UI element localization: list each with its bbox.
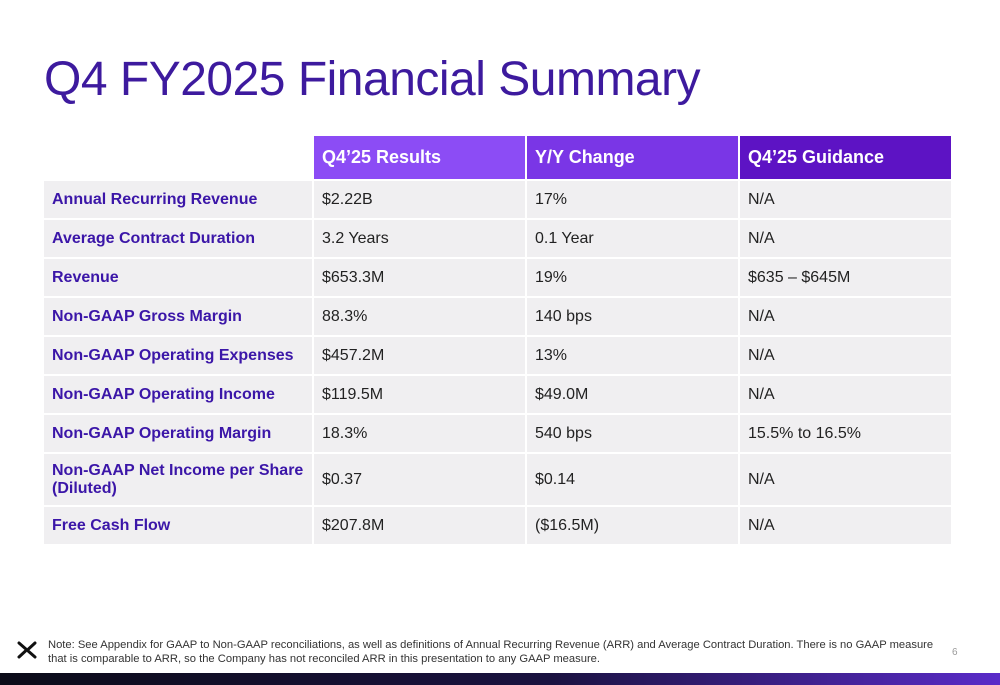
yoy-cell: ($16.5M) — [527, 507, 738, 544]
results-cell: 88.3% — [314, 298, 525, 335]
results-cell: $457.2M — [314, 337, 525, 374]
guidance-cell: 15.5% to 16.5% — [740, 415, 951, 452]
guidance-cell: N/A — [740, 298, 951, 335]
table-row: Free Cash Flow $207.8M ($16.5M) N/A — [44, 507, 951, 544]
yoy-cell: 13% — [527, 337, 738, 374]
table-row: Non-GAAP Operating Margin 18.3% 540 bps … — [44, 415, 951, 452]
yoy-cell: 17% — [527, 181, 738, 218]
table-row: Non-GAAP Gross Margin 88.3% 140 bps N/A — [44, 298, 951, 335]
table-row: Non-GAAP Net Income per Share (Diluted) … — [44, 454, 951, 505]
results-cell: $653.3M — [314, 259, 525, 296]
table-row: Annual Recurring Revenue $2.22B 17% N/A — [44, 181, 951, 218]
bottom-gradient-bar — [0, 673, 1000, 685]
guidance-cell: N/A — [740, 507, 951, 544]
yoy-cell: 140 bps — [527, 298, 738, 335]
guidance-cell: N/A — [740, 220, 951, 257]
yoy-cell: 0.1 Year — [527, 220, 738, 257]
metric-label: Non-GAAP Operating Income — [44, 376, 312, 413]
results-cell: $0.37 — [314, 454, 525, 505]
results-cell: $119.5M — [314, 376, 525, 413]
guidance-cell: N/A — [740, 337, 951, 374]
table-row: Revenue $653.3M 19% $635 – $645M — [44, 259, 951, 296]
page-number: 6 — [952, 647, 958, 658]
header-results: Q4’25 Results — [314, 136, 525, 179]
guidance-cell: $635 – $645M — [740, 259, 951, 296]
results-cell: 3.2 Years — [314, 220, 525, 257]
metric-label: Non-GAAP Net Income per Share (Diluted) — [44, 454, 312, 505]
yoy-cell: 19% — [527, 259, 738, 296]
yoy-cell: $0.14 — [527, 454, 738, 505]
guidance-cell: N/A — [740, 454, 951, 505]
page-title: Q4 FY2025 Financial Summary — [44, 53, 701, 106]
footnote: Note: See Appendix for GAAP to Non-GAAP … — [48, 639, 934, 665]
yoy-cell: $49.0M — [527, 376, 738, 413]
x-logo-icon — [17, 641, 37, 659]
yoy-cell: 540 bps — [527, 415, 738, 452]
metric-label: Non-GAAP Operating Expenses — [44, 337, 312, 374]
metric-label: Free Cash Flow — [44, 507, 312, 544]
guidance-cell: N/A — [740, 181, 951, 218]
metric-label: Average Contract Duration — [44, 220, 312, 257]
table-row: Non-GAAP Operating Expenses $457.2M 13% … — [44, 337, 951, 374]
table-header-row: Q4’25 Results Y/Y Change Q4’25 Guidance — [44, 136, 951, 179]
results-cell: $2.22B — [314, 181, 525, 218]
header-yoy-change: Y/Y Change — [527, 136, 738, 179]
table-row: Non-GAAP Operating Income $119.5M $49.0M… — [44, 376, 951, 413]
header-blank — [44, 136, 312, 179]
results-cell: 18.3% — [314, 415, 525, 452]
table-row: Average Contract Duration 3.2 Years 0.1 … — [44, 220, 951, 257]
metric-label: Non-GAAP Gross Margin — [44, 298, 312, 335]
metric-label: Non-GAAP Operating Margin — [44, 415, 312, 452]
metric-label: Revenue — [44, 259, 312, 296]
guidance-cell: N/A — [740, 376, 951, 413]
financial-summary-table: Q4’25 Results Y/Y Change Q4’25 Guidance … — [42, 134, 953, 546]
header-guidance: Q4’25 Guidance — [740, 136, 951, 179]
results-cell: $207.8M — [314, 507, 525, 544]
metric-label: Annual Recurring Revenue — [44, 181, 312, 218]
